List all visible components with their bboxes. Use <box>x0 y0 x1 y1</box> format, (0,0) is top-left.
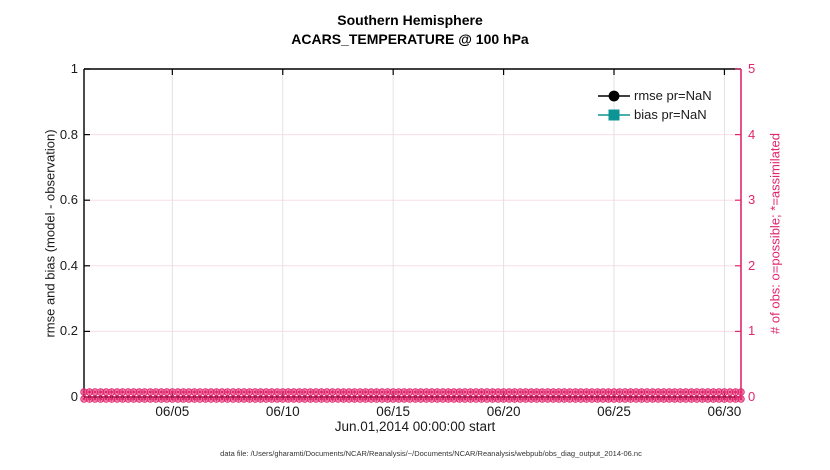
x-tick-label: 06/10 <box>265 404 300 419</box>
x-axis-label: Jun.01,2014 00:00:00 start <box>334 419 496 434</box>
right-y-tick-label: 4 <box>748 126 756 142</box>
legend-item-rmse[interactable]: rmse pr=NaN <box>597 86 712 105</box>
x-tick-label: 06/25 <box>597 404 631 419</box>
bias-line-square-marker-icon <box>598 109 630 120</box>
legend-item-bias[interactable]: bias pr=NaN <box>597 105 712 124</box>
x-tick-label: 06/05 <box>155 404 190 419</box>
legend-label-bias: bias pr=NaN <box>634 107 707 122</box>
left-y-tick-label: 0.6 <box>59 192 78 208</box>
chart-subtitle: ACARS_TEMPERATURE @ 100 hPa <box>291 31 529 47</box>
x-tick-label: 06/30 <box>707 404 742 419</box>
left-y-tick-label: 0.8 <box>59 126 78 142</box>
left-y-tick-label: 0.4 <box>59 257 78 273</box>
x-tick-label: 06/15 <box>376 404 411 419</box>
left-y-tick-label: 0 <box>70 389 78 404</box>
legend-label-rmse: rmse pr=NaN <box>634 88 712 103</box>
right-y-tick-label: 3 <box>748 192 756 208</box>
right-y-tick-label: 5 <box>748 61 756 76</box>
right-y-tick-label: 2 <box>748 257 756 273</box>
rmse-line-circle-marker-icon <box>598 90 630 101</box>
data-file-path: data file: /Users/gharamti/Documents/NCA… <box>220 449 642 458</box>
right-y-tick-label: 0 <box>748 389 756 404</box>
chart-title: Southern Hemisphere <box>337 12 483 28</box>
x-tick-label: 06/20 <box>486 404 521 419</box>
left-y-tick-label: 1 <box>70 61 78 76</box>
obs-assimilated-asterisk-markers <box>81 389 744 402</box>
legend[interactable]: rmse pr=NaN bias pr=NaN <box>597 86 712 124</box>
right-y-tick-label: 1 <box>748 323 756 339</box>
left-y-tick-label: 0.2 <box>59 323 78 339</box>
